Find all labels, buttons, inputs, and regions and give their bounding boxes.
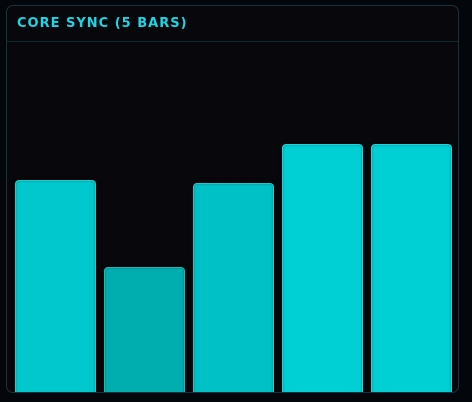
- bar-chart: [7, 42, 458, 393]
- panel-header: CORE SYNC (5 BARS): [7, 6, 458, 42]
- bar-2: [104, 267, 185, 393]
- core-sync-panel: CORE SYNC (5 BARS): [6, 5, 459, 393]
- panel-title: CORE SYNC (5 BARS): [17, 16, 188, 31]
- bar-4: [282, 144, 363, 393]
- bar-1: [15, 180, 96, 393]
- bar-3: [193, 183, 274, 393]
- bar-5: [371, 144, 452, 393]
